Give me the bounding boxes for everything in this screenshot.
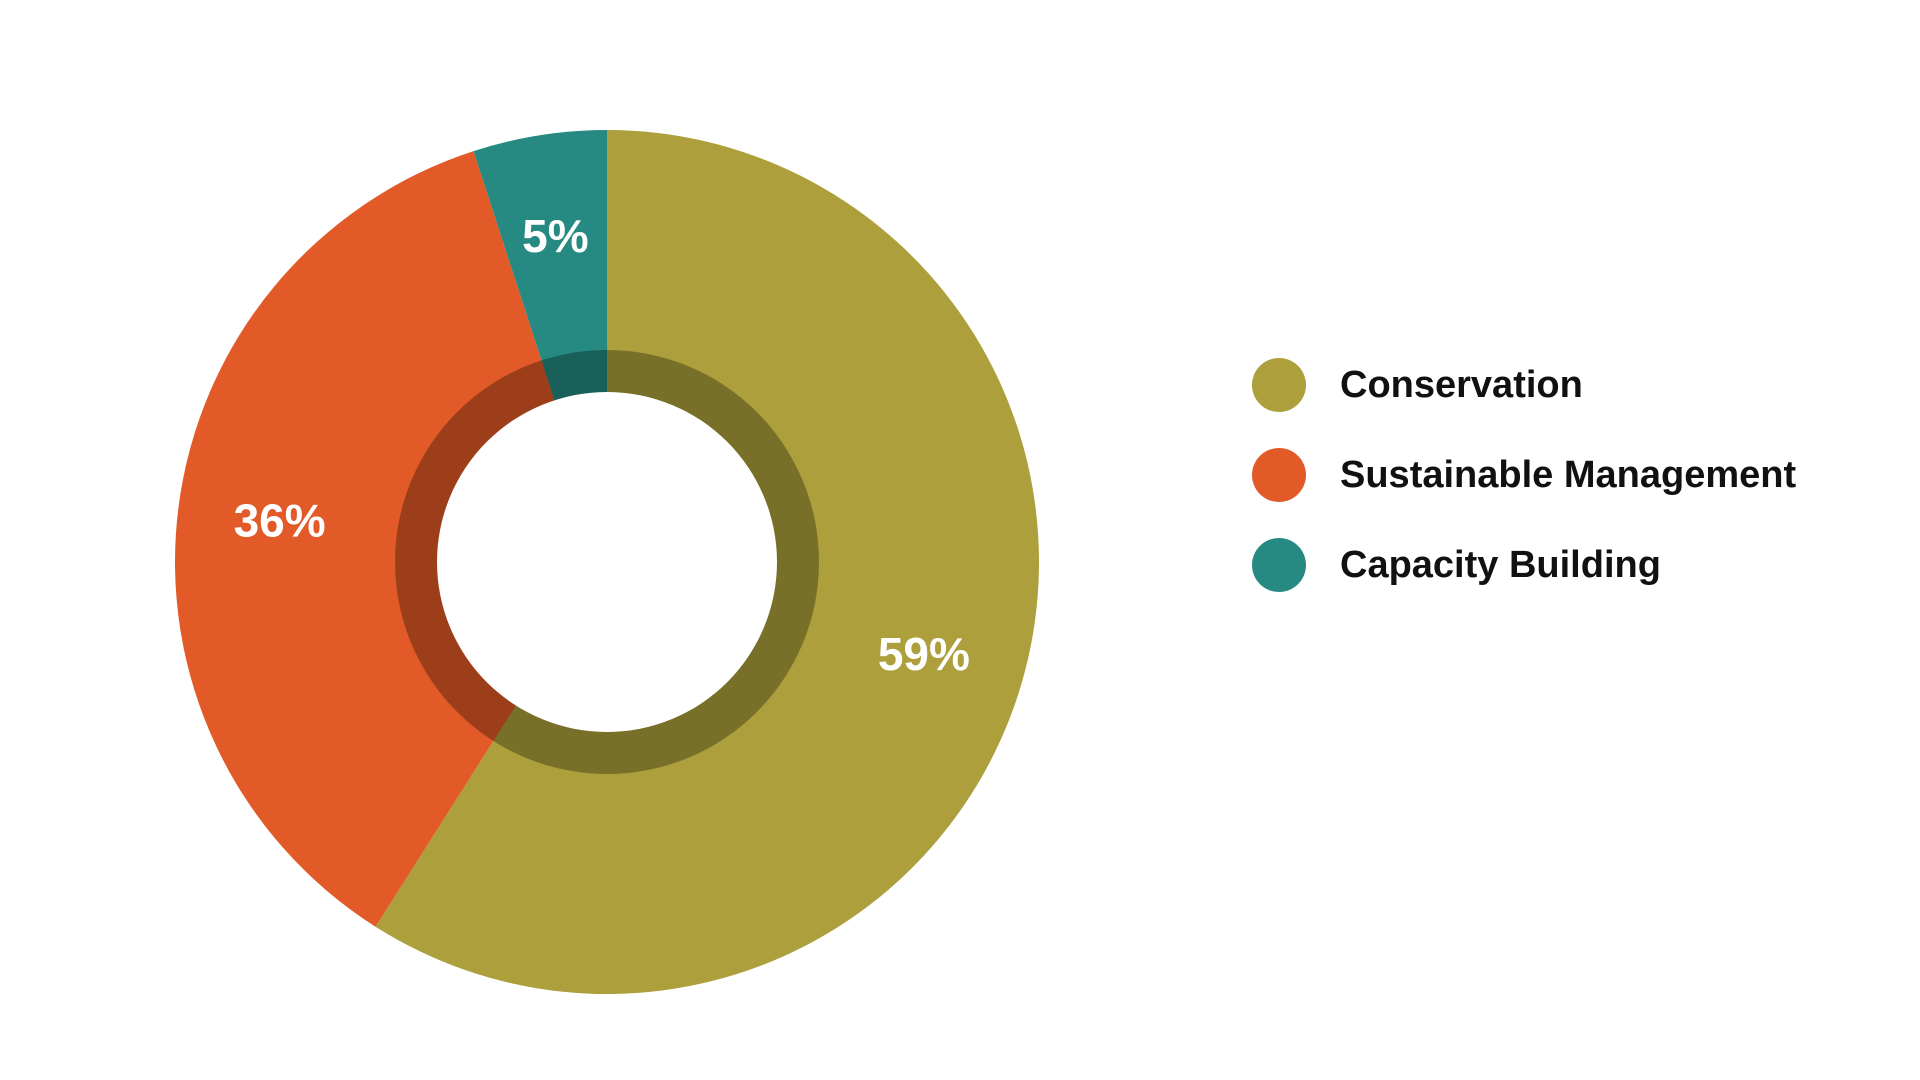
legend-item-conservation[interactable]: Conservation	[1252, 340, 1796, 430]
legend-label-capacity-building: Capacity Building	[1340, 543, 1661, 586]
slice-label-conservation: 59%	[878, 628, 970, 680]
legend-label-conservation: Conservation	[1340, 363, 1583, 406]
legend-swatch-capacity-building	[1252, 538, 1306, 592]
legend: Conservation Sustainable Management Capa…	[1252, 340, 1796, 610]
slice-sustainable-management[interactable]	[174, 151, 607, 927]
legend-swatch-conservation	[1252, 358, 1306, 412]
legend-item-capacity-building[interactable]: Capacity Building	[1252, 520, 1796, 610]
slice-label-sustainable-management: 36%	[234, 495, 326, 547]
legend-swatch-sustainable-management	[1252, 448, 1306, 502]
donut-hole	[437, 392, 777, 732]
legend-item-sustainable-management[interactable]: Sustainable Management	[1252, 430, 1796, 520]
slice-label-capacity-building: 5%	[522, 210, 588, 262]
slice-labels: 59% 36% 5%	[234, 210, 970, 680]
legend-label-sustainable-management: Sustainable Management	[1340, 453, 1797, 496]
